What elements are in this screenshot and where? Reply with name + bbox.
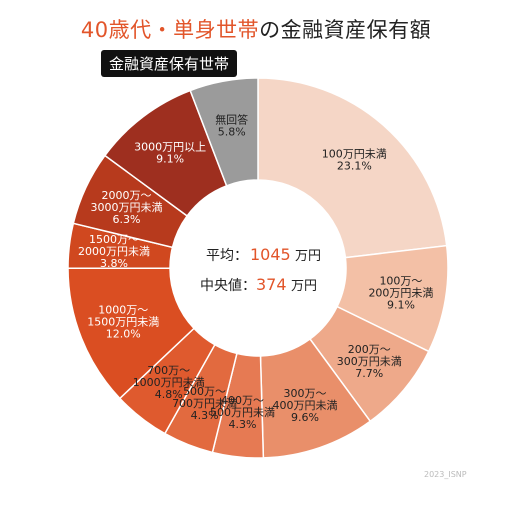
donut-label-category: 2000万～: [102, 189, 152, 202]
donut-label-value: 7.7%: [355, 367, 383, 380]
donut-label-2: 200万～ 300万円未満 7.7%: [337, 343, 402, 380]
chart-title-rest: の金融資産保有額: [259, 18, 432, 42]
donut-slice-11: [189, 77, 259, 187]
donut-label-category: 200万～: [348, 343, 391, 356]
donut-label-category: 300万～: [284, 387, 327, 400]
donut-label-3: 300万～ 400万円未満 9.6%: [273, 387, 338, 424]
donut-label-category: 1000万円未満: [133, 376, 205, 389]
donut-label-category: 700万円未満: [172, 397, 237, 410]
donut-label-category: 3000万円以上: [134, 141, 206, 154]
median-label: 中央値：: [200, 278, 256, 294]
median-value: 374: [256, 275, 287, 294]
median-unit: 万円: [291, 279, 317, 294]
avg-unit: 万円: [295, 249, 321, 264]
donut-label-0: 100万円未満 23.1%: [322, 148, 387, 173]
donut-label-category: 1500万円未満: [87, 316, 159, 329]
donut-label-value: 5.8%: [218, 125, 246, 138]
donut-label-category: 3000万円未満: [91, 201, 163, 214]
donut-label-value: 4.8%: [155, 388, 183, 401]
donut-label-category: 500万円未満: [210, 406, 275, 419]
donut-label-value: 9.1%: [387, 298, 415, 311]
donut-label-value: 23.1%: [337, 160, 372, 173]
donut-label-category: 1000万～: [98, 304, 148, 317]
chart-title-accent: 40歳代・単身世帯: [80, 18, 260, 42]
donut-label-4: 400万～ 500万円未満 4.3%: [210, 394, 275, 431]
donut-label-6: 700万～ 1000万円未満 4.8%: [133, 364, 205, 401]
donut-label-category: 400万円未満: [273, 399, 338, 412]
avg-value: 1045: [250, 245, 291, 264]
segment-tag: 金融資産保有世帯: [101, 50, 238, 77]
donut-label-value: 3.8%: [100, 257, 128, 270]
center-stats: 平均： 1045 万円 中央値： 374 万円: [200, 245, 321, 294]
donut-label-category: 400万～: [221, 394, 264, 407]
donut-label-5: 500万～ 700万円未満 4.3%: [172, 385, 237, 422]
donut-label-8: 1500万～ 2000万円未満 3.8%: [78, 233, 150, 270]
donut-labels: 100万円未満 23.1%100万～ 200万円未満 9.1%200万～ 300万円未満…: [78, 112, 433, 431]
donut-label-category: 700万～: [147, 364, 190, 377]
donut-label-category: 2000万円未満: [78, 245, 150, 258]
donut-label-category: 200万円未満: [368, 286, 433, 299]
donut-label-value: 6.3%: [113, 213, 141, 226]
donut-label-value: 4.3%: [229, 418, 257, 431]
avg-label: 平均：: [206, 248, 248, 264]
donut-label-value: 12.0%: [106, 328, 141, 341]
donut-label-10: 3000万円以上 9.1%: [134, 141, 206, 166]
chart-title: 40歳代・単身世帯の金融資産保有額: [0, 14, 512, 44]
donut-slices: [67, 77, 449, 459]
donut-label-value: 4.3%: [191, 409, 219, 422]
donut-slice-0: [257, 77, 448, 259]
donut-label-1: 100万～ 200万円未満 9.1%: [368, 274, 433, 311]
donut-label-category: 300万円未満: [337, 355, 402, 368]
donut-label-7: 1000万～ 1500万円未満 12.0%: [87, 304, 159, 341]
donut-label-category: 500万～: [183, 385, 226, 398]
donut-label-category: 無回答: [215, 112, 248, 126]
donut-label-value: 9.6%: [291, 411, 319, 424]
donut-label-category: 1500万～: [89, 233, 139, 246]
donut-label-category: 100万～: [379, 274, 422, 287]
donut-label-value: 9.1%: [156, 153, 184, 166]
watermark: 2023_ISNP: [424, 470, 467, 479]
donut-hole: [170, 180, 346, 356]
donut-label-11: 無回答 5.8%: [215, 112, 248, 138]
donut-label-9: 2000万～ 3000万円未満 6.3%: [91, 189, 163, 226]
donut-label-category: 100万円未満: [322, 148, 387, 161]
